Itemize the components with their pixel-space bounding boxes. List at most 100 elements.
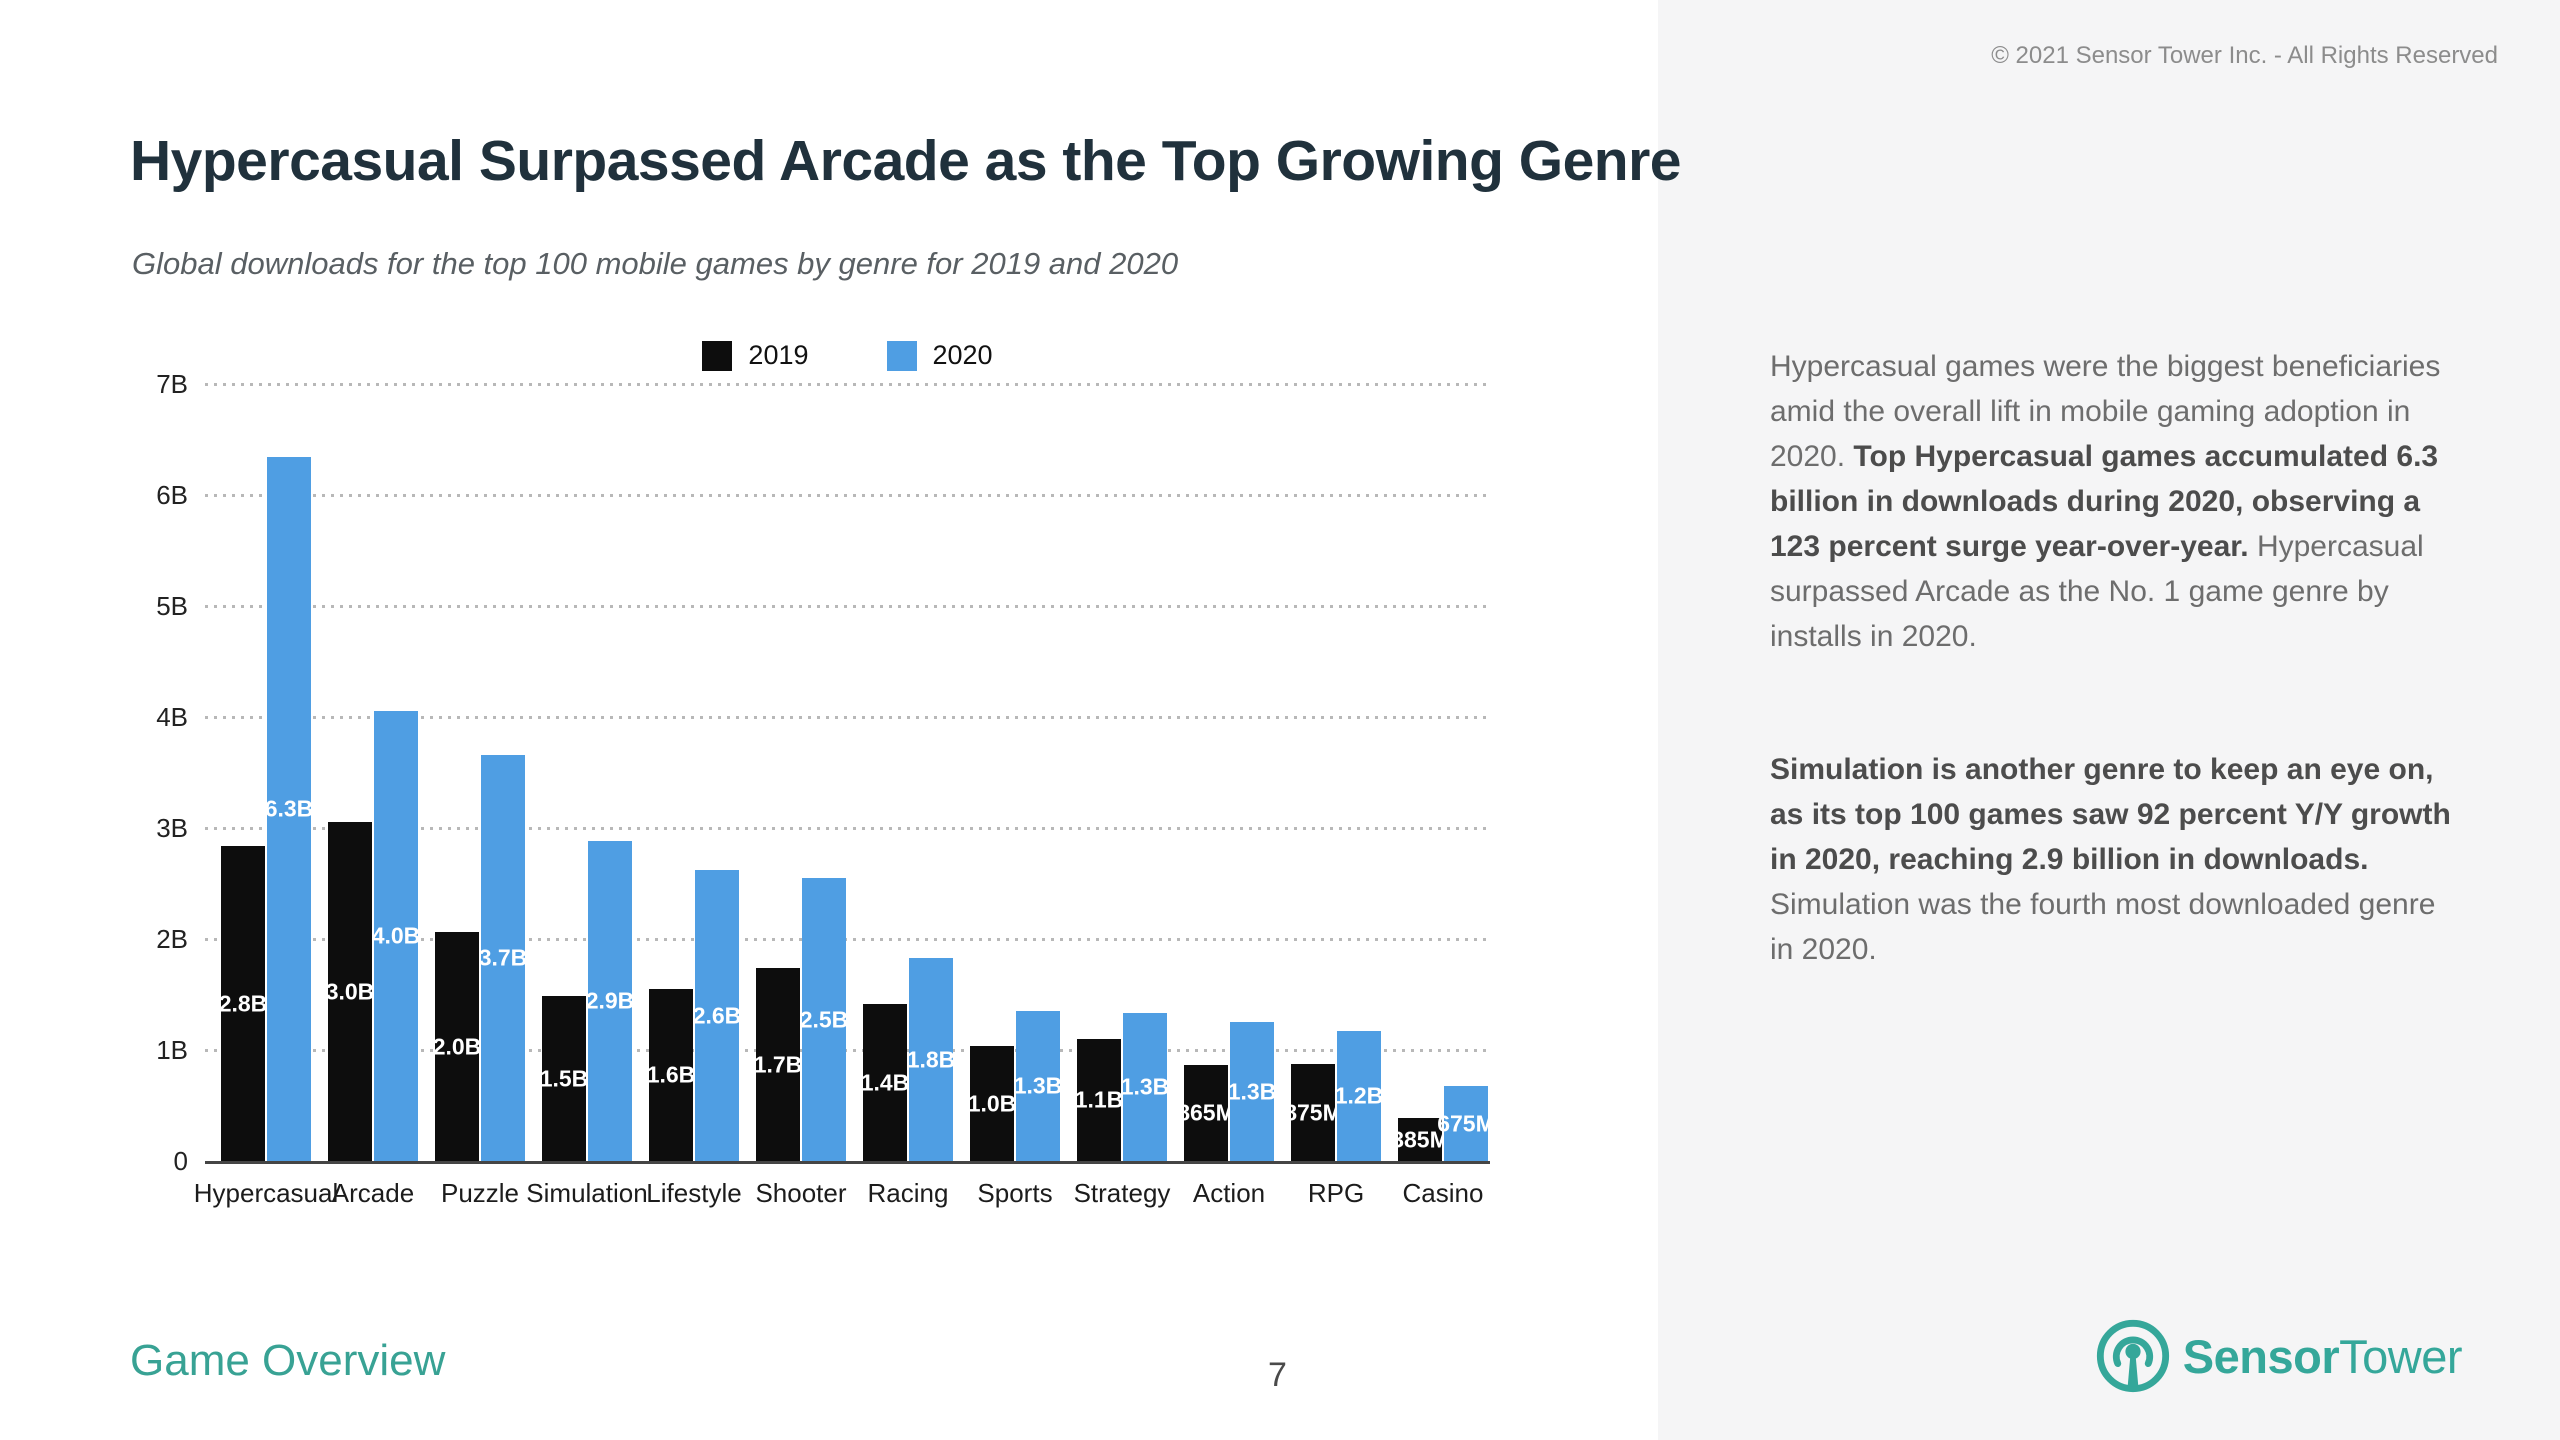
bar-group-simulation: 1.5B 2.9B Simulation — [526, 841, 648, 1208]
bar-group-action: 865M 1.3B Action — [1177, 1022, 1277, 1208]
legend-item-2020: 2020 — [886, 340, 993, 371]
commentary-paragraph-2: Simulation is another genre to keep an e… — [1770, 747, 2460, 972]
bar-value-label: 1.0B — [967, 1090, 1017, 1116]
bar-value-label: 1.6B — [646, 1061, 696, 1088]
logo-text-tower: Tower — [2339, 1329, 2462, 1383]
copyright-text: © 2021 Sensor Tower Inc. - All Rights Re… — [1991, 42, 2498, 69]
bar-puzzle-2020: 3.7B — [478, 755, 528, 1161]
bar-value-label: 1.4B — [860, 1069, 910, 1095]
bar-group-shooter: 1.7B 2.5B Shooter — [754, 878, 849, 1208]
bar-value-label: 1.1B — [1074, 1086, 1124, 1113]
bar-group-arcade: 3.0B 4.0B Arcade — [325, 711, 421, 1208]
bar-value-label: 6.3B — [264, 795, 314, 822]
plot-area: 2.8B 6.3B Hypercasual 3.0B 4.0B Arcade 2.0B 3.7… — [194, 383, 1495, 1208]
bar-value-label: 385M — [1391, 1126, 1449, 1152]
bar-value-label: 2.9B — [585, 987, 635, 1014]
bar-lifestyle-2020: 2.6B — [692, 870, 742, 1161]
y-tick-0: 0 — [173, 1146, 188, 1176]
bar-value-label: 2.8B — [218, 990, 268, 1016]
x-axis-label-simulation: Simulation — [526, 1178, 648, 1208]
x-axis-label-rpg: RPG — [1307, 1178, 1365, 1208]
bar-value-label: 675M — [1437, 1110, 1495, 1136]
bar-value-label: 865M — [1177, 1099, 1235, 1126]
gridline-1B — [205, 1049, 1490, 1052]
gridline-4B — [205, 716, 1490, 719]
bar-arcade-2019: 3.0B — [325, 822, 375, 1161]
bar-casino-2020: 675M — [1437, 1086, 1495, 1161]
bar-value-label: 875M — [1284, 1099, 1342, 1125]
bar-sports-2020: 1.3B — [1013, 1011, 1063, 1161]
bar-group-rpg: 875M 1.2B RPG — [1284, 1031, 1383, 1208]
bar-racing-2020: 1.8B — [906, 958, 956, 1161]
bar-action-2019: 865M — [1177, 1065, 1235, 1161]
text-run: Hypercasual surpassed Arcade as the No. … — [1770, 530, 2424, 653]
bar-hypercasual-2020: 6.3B — [264, 457, 314, 1161]
bar-value-label: 1.3B — [1120, 1073, 1170, 1100]
bar-value-label: 2.6B — [692, 1002, 742, 1028]
legend-swatch-2020 — [886, 340, 917, 371]
bar-value-label: 1.5B — [539, 1065, 589, 1091]
bar-rpg-2019: 875M — [1284, 1064, 1342, 1161]
legend-label-2019: 2019 — [748, 340, 809, 370]
bar-simulation-2020: 2.9B — [585, 841, 635, 1161]
bar-group-sports: 1.0B 1.3B Sports — [967, 1011, 1063, 1208]
bar-arcade-2020: 4.0B — [371, 711, 421, 1161]
x-axis-label-arcade: Arcade — [331, 1178, 415, 1208]
x-axis-label-sports: Sports — [977, 1178, 1053, 1208]
bar-casino-2019: 385M — [1391, 1118, 1449, 1161]
x-axis-label-hypercasual: Hypercasual — [193, 1178, 339, 1208]
sensor-tower-logo-text: SensorTower — [2182, 1329, 2463, 1384]
bar-group-racing: 1.4B 1.8B Racing — [860, 958, 956, 1208]
bar-groups: 2.8B 6.3B Hypercasual 3.0B 4.0B Arcade 2.0B 3.7… — [194, 384, 1495, 1208]
legend-item-2019: 2019 — [702, 340, 809, 371]
y-tick-6B: 6B — [156, 480, 188, 510]
bar-value-label: 1.3B — [1013, 1072, 1063, 1099]
bar-strategy-2020: 1.3B — [1120, 1013, 1170, 1161]
bold-text-run: Top Hypercasual games accumulated 6.3 bi… — [1770, 440, 2439, 563]
bar-chart: 2019 2020 0 1B 2B 3B 4B 5B 6B 7B 2.8B 6.3B Hyperca… — [156, 340, 1495, 1208]
gridline-6B — [205, 494, 1490, 497]
bar-shooter-2019: 1.7B — [754, 968, 802, 1161]
bar-value-label: 3.7B — [478, 944, 528, 971]
y-tick-2B: 2B — [156, 924, 188, 954]
right-panel-background — [1658, 0, 2560, 1440]
commentary-paragraph-1: Hypercasual games were the biggest benef… — [1770, 344, 2460, 659]
logo-text-sensor: Sensor — [2182, 1329, 2340, 1383]
y-tick-1B: 1B — [156, 1035, 188, 1065]
bar-racing-2019: 1.4B — [860, 1004, 910, 1161]
y-tick-3B: 3B — [156, 813, 188, 843]
x-axis-label-racing: Racing — [867, 1178, 949, 1208]
bar-value-label: 1.3B — [1227, 1078, 1277, 1104]
chart-legend: 2019 2020 — [205, 340, 1490, 371]
gridline-3B — [205, 827, 1490, 830]
y-tick-5B: 5B — [156, 591, 188, 621]
page-title: Hypercasual Surpassed Arcade as the Top … — [130, 129, 1682, 193]
x-axis-label-shooter: Shooter — [755, 1178, 847, 1208]
bold-text-run: Simulation is another genre to keep an e… — [1770, 753, 2451, 876]
bar-strategy-2019: 1.1B — [1074, 1039, 1124, 1161]
bar-shooter-2020: 2.5B — [799, 878, 849, 1161]
x-axis-label-lifestyle: Lifestyle — [646, 1178, 742, 1208]
bar-sports-2019: 1.0B — [967, 1046, 1017, 1161]
bar-value-label: 3.0B — [325, 978, 375, 1004]
bar-hypercasual-2019: 2.8B — [218, 846, 268, 1161]
bar-value-label: 4.0B — [371, 922, 421, 949]
section-label: Game Overview — [130, 1336, 446, 1385]
bar-group-hypercasual: 2.8B 6.3B Hypercasual — [194, 457, 338, 1208]
bar-value-label: 2.5B — [799, 1006, 849, 1032]
bar-group-strategy: 1.1B 1.3B Strategy — [1074, 1013, 1170, 1208]
x-axis-label-strategy: Strategy — [1073, 1178, 1171, 1208]
y-tick-7B: 7B — [156, 369, 188, 399]
bar-puzzle-2019: 2.0B — [432, 932, 482, 1161]
bar-lifestyle-2019: 1.6B — [646, 989, 696, 1161]
bar-value-label: 1.8B — [906, 1046, 956, 1072]
page-number: 7 — [1268, 1356, 1287, 1394]
x-axis-label-casino: Casino — [1402, 1178, 1484, 1208]
sensor-tower-logo: SensorTower — [2095, 1318, 2462, 1394]
bar-value-label: 2.0B — [432, 1033, 482, 1059]
gridline-5B — [205, 605, 1490, 608]
page-subtitle: Global downloads for the top 100 mobile … — [132, 246, 1179, 281]
commentary-panel: Hypercasual games were the biggest benef… — [1770, 344, 2460, 972]
gridline-2B — [205, 938, 1490, 941]
